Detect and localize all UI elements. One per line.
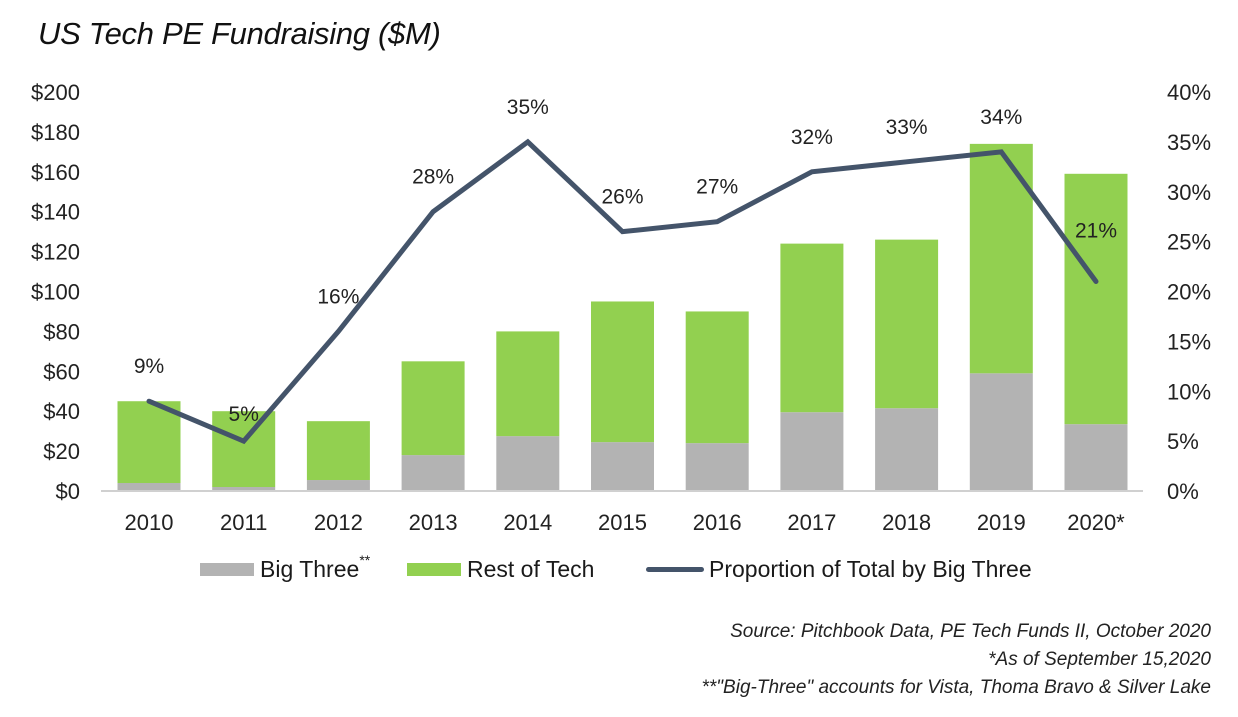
bar-big-three-2016 bbox=[685, 443, 749, 491]
right-axis-tick-label: 30% bbox=[1167, 180, 1211, 205]
bar-rest-of-tech-2013 bbox=[401, 361, 465, 456]
bar-rest-of-tech-2014 bbox=[496, 331, 560, 437]
x-axis-tick-label: 2015 bbox=[598, 510, 647, 535]
big-three-note: **"Big-Three" accounts for Vista, Thoma … bbox=[701, 677, 1211, 698]
line-data-label: 16% bbox=[317, 285, 359, 308]
x-axis-tick-label: 2013 bbox=[409, 510, 458, 535]
left-axis-ticks: $0 $20 $40 $60 $80 $100 $120 $140 $160 $180 $200 bbox=[31, 80, 80, 504]
bar-rest-of-tech-2016 bbox=[685, 311, 749, 444]
bar-big-three-2012 bbox=[306, 480, 370, 491]
x-axis-tick-label: 2010 bbox=[125, 510, 174, 535]
bar-big-three-2019 bbox=[969, 373, 1033, 491]
bar-big-three-2015 bbox=[591, 442, 654, 491]
bar-big-three-2010 bbox=[117, 483, 181, 491]
legend: Big Three ** Rest of Tech Proportion of T… bbox=[0, 552, 1238, 588]
bar-rest-of-tech-2011 bbox=[212, 411, 276, 488]
x-axis-tick-label: 2011 bbox=[220, 510, 267, 535]
right-axis-tick-label: 10% bbox=[1167, 379, 1211, 404]
x-axis-tick-label: 2014 bbox=[503, 510, 552, 535]
bar-big-three-2014 bbox=[496, 436, 560, 491]
legend-item-proportion: Proportion of Total by Big Three bbox=[646, 556, 1032, 583]
bar-rest-of-tech-2018 bbox=[875, 239, 939, 409]
legend-swatch-rest-of-tech bbox=[407, 563, 461, 576]
bar-rest-of-tech-2020 bbox=[1064, 173, 1128, 425]
right-axis-tick-label: 5% bbox=[1167, 429, 1199, 454]
bars-group bbox=[117, 143, 1128, 491]
left-axis-tick-label: $0 bbox=[56, 479, 80, 504]
bar-rest-of-tech-2015 bbox=[591, 301, 654, 443]
x-axis-tick-label: 2017 bbox=[787, 510, 836, 535]
legend-swatch-big-three bbox=[200, 563, 254, 576]
left-axis-tick-label: $20 bbox=[43, 439, 80, 464]
left-axis-tick-label: $120 bbox=[31, 240, 80, 265]
x-axis-tick-label: 2012 bbox=[314, 510, 363, 535]
line-data-label: 35% bbox=[507, 96, 549, 119]
bar-big-three-2020 bbox=[1064, 424, 1128, 491]
line-data-label: 5% bbox=[229, 403, 259, 426]
bar-big-three-2017 bbox=[780, 412, 844, 491]
left-axis-tick-label: $160 bbox=[31, 160, 80, 185]
right-axis-tick-label: 0% bbox=[1167, 479, 1199, 504]
right-axis-tick-label: 35% bbox=[1167, 130, 1211, 155]
left-axis-tick-label: $140 bbox=[31, 200, 80, 225]
x-axis-tick-label: 2018 bbox=[882, 510, 931, 535]
legend-label-big-three: Big Three bbox=[260, 556, 360, 582]
right-axis-ticks: 0% 5% 10% 15% 20% 25% 30% 35% 40% bbox=[1167, 80, 1211, 504]
bar-big-three-2011 bbox=[212, 487, 276, 491]
source-note: Source: Pitchbook Data, PE Tech Funds II… bbox=[730, 621, 1211, 642]
x-axis-tick-label: 2020* bbox=[1067, 510, 1125, 535]
legend-item-rest-of-tech: Rest of Tech bbox=[407, 556, 594, 583]
as-of-note: *As of September 15,2020 bbox=[988, 649, 1211, 670]
line-data-label: 32% bbox=[791, 126, 833, 149]
bar-big-three-2013 bbox=[401, 455, 465, 491]
line-data-label: 21% bbox=[1075, 220, 1117, 243]
right-axis-tick-label: 15% bbox=[1167, 329, 1211, 354]
left-axis-tick-label: $80 bbox=[43, 319, 80, 344]
right-axis-tick-label: 25% bbox=[1167, 230, 1211, 255]
line-data-label: 34% bbox=[980, 106, 1022, 129]
left-axis-tick-label: $100 bbox=[31, 280, 80, 305]
bar-rest-of-tech-2012 bbox=[306, 421, 370, 481]
chart-title: US Tech PE Fundraising ($M) bbox=[38, 16, 441, 51]
footnotes: Source: Pitchbook Data, PE Tech Funds II… bbox=[702, 618, 1211, 702]
line-data-label: 28% bbox=[412, 166, 454, 189]
legend-label-proportion: Proportion of Total by Big Three bbox=[709, 556, 1032, 582]
line-data-label: 9% bbox=[134, 355, 164, 378]
line-data-labels: 9% 5% 16% 28% 35% 26% 27% 32% 33% 34% 21% bbox=[134, 96, 1117, 426]
left-axis-tick-label: $40 bbox=[43, 399, 80, 424]
right-axis-tick-label: 40% bbox=[1167, 80, 1211, 105]
line-data-label: 26% bbox=[601, 186, 643, 209]
bar-rest-of-tech-2017 bbox=[780, 243, 844, 413]
x-axis-ticks: 2010 2011 2012 2013 2014 2015 2016 2017 2018 2019… bbox=[125, 510, 1126, 535]
legend-footnote-mark: ** bbox=[359, 551, 371, 568]
legend-swatch-proportion bbox=[646, 567, 704, 572]
legend-label-rest-of-tech: Rest of Tech bbox=[467, 556, 595, 582]
line-data-label: 27% bbox=[696, 176, 738, 199]
left-axis-tick-label: $180 bbox=[31, 120, 80, 145]
bar-big-three-2018 bbox=[875, 408, 939, 491]
bar-rest-of-tech-2010 bbox=[117, 401, 181, 484]
left-axis-tick-label: $60 bbox=[43, 359, 80, 384]
legend-item-big-three: Big Three ** bbox=[200, 552, 370, 583]
left-axis-tick-label: $200 bbox=[31, 80, 80, 105]
x-axis-tick-label: 2016 bbox=[693, 510, 742, 535]
x-axis-tick-label: 2019 bbox=[977, 510, 1026, 535]
line-data-label: 33% bbox=[886, 116, 928, 139]
proportion-line bbox=[146, 138, 1099, 445]
right-axis-tick-label: 20% bbox=[1167, 280, 1211, 305]
